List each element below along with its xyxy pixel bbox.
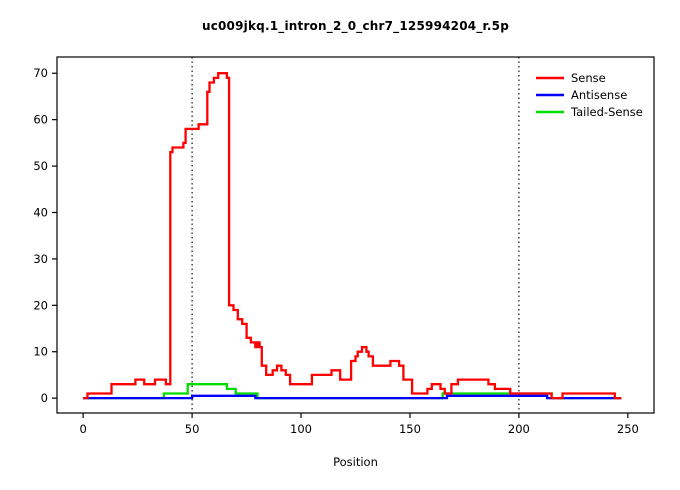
x-axis-label: Position	[333, 455, 378, 469]
legend-label-tailed-sense: Tailed-Sense	[570, 105, 643, 119]
y-tick-label-10: 10	[33, 345, 48, 359]
legend-label-antisense: Antisense	[571, 88, 627, 102]
y-tick-label-60: 60	[33, 113, 48, 127]
plot-border	[56, 56, 655, 414]
legend: Sense Antisense Tailed-Sense	[536, 71, 643, 119]
chart-title: uc009jkq.1_intron_2_0_chr7_125994204_r.5…	[201, 19, 510, 33]
x-tick-label-150: 150	[399, 422, 421, 436]
series-sense	[83, 72, 622, 400]
y-tick-label-50: 50	[33, 159, 48, 173]
x-tick-label-0: 0	[79, 422, 86, 436]
x-tick-label-100: 100	[290, 422, 312, 436]
series-tailed-sense	[83, 383, 622, 400]
y-tick-label-30: 30	[33, 252, 48, 266]
x-tick-label-200: 200	[508, 422, 530, 436]
y-tick-label-70: 70	[33, 66, 48, 80]
series-antisense	[83, 394, 622, 400]
y-tick-label-0: 0	[41, 391, 48, 405]
x-tick-label-250: 250	[617, 422, 639, 436]
legend-label-sense: Sense	[571, 71, 606, 85]
x-tick-label-50: 50	[185, 422, 200, 436]
y-tick-label-40: 40	[33, 205, 48, 219]
y-tick-label-20: 20	[33, 298, 48, 312]
